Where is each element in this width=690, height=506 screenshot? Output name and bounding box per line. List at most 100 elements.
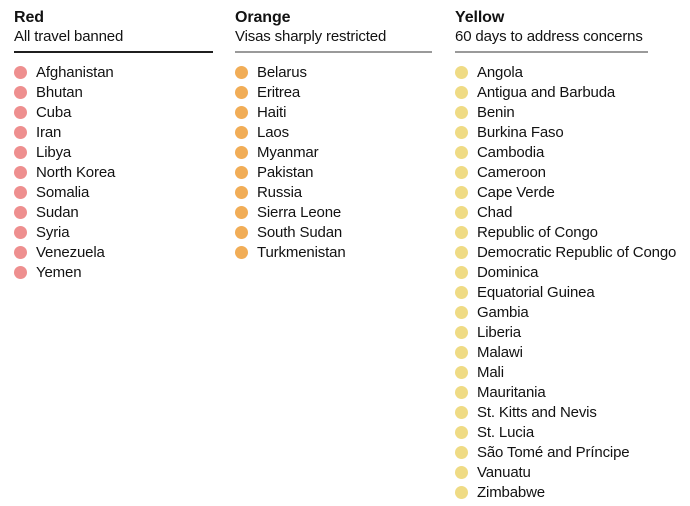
country-label: Venezuela: [36, 243, 105, 261]
country-label: Zimbabwe: [477, 483, 545, 501]
list-item: Cambodia: [455, 142, 648, 162]
yellow-dot-icon: [455, 265, 468, 279]
list-item: Angola: [455, 62, 648, 82]
yellow-dot-icon: [455, 285, 468, 299]
country-label: Yemen: [36, 263, 82, 281]
list-item: Cape Verde: [455, 182, 648, 202]
country-label: Burkina Faso: [477, 123, 564, 141]
red-dot-icon: [14, 105, 27, 119]
list-item: Democratic Republic of Congo: [455, 242, 676, 262]
yellow-dot-icon: [455, 345, 468, 359]
list-item: North Korea: [14, 162, 213, 182]
country-label: Turkmenistan: [257, 243, 346, 261]
list-item: Antigua and Barbuda: [455, 82, 648, 102]
country-label: Vanuatu: [477, 463, 531, 481]
red-dot-icon: [14, 245, 27, 259]
list-item: Equatorial Guinea: [455, 282, 648, 302]
yellow-dot-icon: [455, 85, 468, 99]
country-label: Chad: [477, 203, 513, 221]
column-rule: [14, 51, 213, 53]
yellow-dot-icon: [455, 205, 468, 219]
yellow-dot-icon: [455, 425, 468, 439]
orange-dot-icon: [235, 65, 248, 79]
country-label: Democratic Republic of Congo: [477, 243, 677, 261]
red-dot-icon: [14, 205, 27, 219]
orange-dot-icon: [235, 85, 248, 99]
list-item: Benin: [455, 102, 648, 122]
country-label: Sierra Leone: [257, 203, 342, 221]
orange-dot-icon: [235, 105, 248, 119]
list-item: South Sudan: [235, 222, 432, 242]
country-label: Belarus: [257, 63, 307, 81]
list-item: Pakistan: [235, 162, 432, 182]
list-item: Gambia: [455, 302, 648, 322]
yellow-dot-icon: [455, 165, 468, 179]
yellow-dot-icon: [455, 365, 468, 379]
country-label: Laos: [257, 123, 289, 141]
yellow-dot-icon: [455, 105, 468, 119]
country-label: Russia: [257, 183, 302, 201]
list-item: Yemen: [14, 262, 213, 282]
red-dot-icon: [14, 165, 27, 179]
country-list-red: Afghanistan Bhutan Cuba Iran Libya North Kore…: [14, 62, 213, 282]
column-title-red: Red: [14, 9, 44, 26]
orange-dot-icon: [235, 145, 248, 159]
list-item: Republic of Congo: [455, 222, 648, 242]
orange-dot-icon: [235, 185, 248, 199]
country-label: Equatorial Guinea: [477, 283, 595, 301]
yellow-dot-icon: [455, 245, 468, 259]
column-subtitle-orange: Visas sharply restricted: [235, 28, 387, 45]
country-label: Cuba: [36, 103, 72, 121]
list-item: Cameroon: [455, 162, 648, 182]
country-label: Pakistan: [257, 163, 314, 181]
country-label: Haiti: [257, 103, 287, 121]
yellow-dot-icon: [455, 185, 468, 199]
list-item: Mali: [455, 362, 648, 382]
country-label: Dominica: [477, 263, 539, 281]
country-label: Cameroon: [477, 163, 546, 181]
country-label: Somalia: [36, 183, 90, 201]
list-item: Liberia: [455, 322, 648, 342]
list-item: Laos: [235, 122, 432, 142]
list-item: Myanmar: [235, 142, 432, 162]
yellow-dot-icon: [455, 485, 468, 499]
orange-dot-icon: [235, 205, 248, 219]
column-rule: [455, 51, 648, 53]
list-item: Libya: [14, 142, 213, 162]
list-item: Syria: [14, 222, 213, 242]
country-label: Liberia: [477, 323, 521, 341]
country-label: North Korea: [36, 163, 116, 181]
list-item: Russia: [235, 182, 432, 202]
country-label: Bhutan: [36, 83, 83, 101]
country-label: Eritrea: [257, 83, 301, 101]
orange-dot-icon: [235, 225, 248, 239]
country-label: Cape Verde: [477, 183, 555, 201]
list-item: Haiti: [235, 102, 432, 122]
list-item: St. Kitts and Nevis: [455, 402, 648, 422]
country-label: Benin: [477, 103, 515, 121]
yellow-dot-icon: [455, 225, 468, 239]
column-yellow: Yellow 60 days to address concerns Angol…: [455, 8, 676, 502]
list-item: Malawi: [455, 342, 648, 362]
red-dot-icon: [14, 65, 27, 79]
country-label: Mauritania: [477, 383, 546, 401]
column-title-yellow: Yellow: [455, 9, 505, 26]
list-item: São Tomé and Príncipe: [455, 442, 648, 462]
yellow-dot-icon: [455, 465, 468, 479]
list-item: Eritrea: [235, 82, 432, 102]
country-label: Libya: [36, 143, 72, 161]
list-item: Turkmenistan: [235, 242, 432, 262]
list-item: Sudan: [14, 202, 213, 222]
column-rule: [235, 51, 432, 53]
orange-dot-icon: [235, 165, 248, 179]
country-label: Afghanistan: [36, 63, 114, 81]
yellow-dot-icon: [455, 125, 468, 139]
orange-dot-icon: [235, 245, 248, 259]
yellow-dot-icon: [455, 405, 468, 419]
yellow-dot-icon: [455, 325, 468, 339]
country-list-orange: Belarus Eritrea Haiti Laos Myanmar Pakistan Ru…: [235, 62, 432, 262]
list-item: St. Lucia: [455, 422, 648, 442]
column-subtitle-yellow: 60 days to address concerns: [455, 28, 643, 45]
country-list-yellow: Angola Antigua and Barbuda Benin Burkina Fa…: [455, 62, 676, 502]
